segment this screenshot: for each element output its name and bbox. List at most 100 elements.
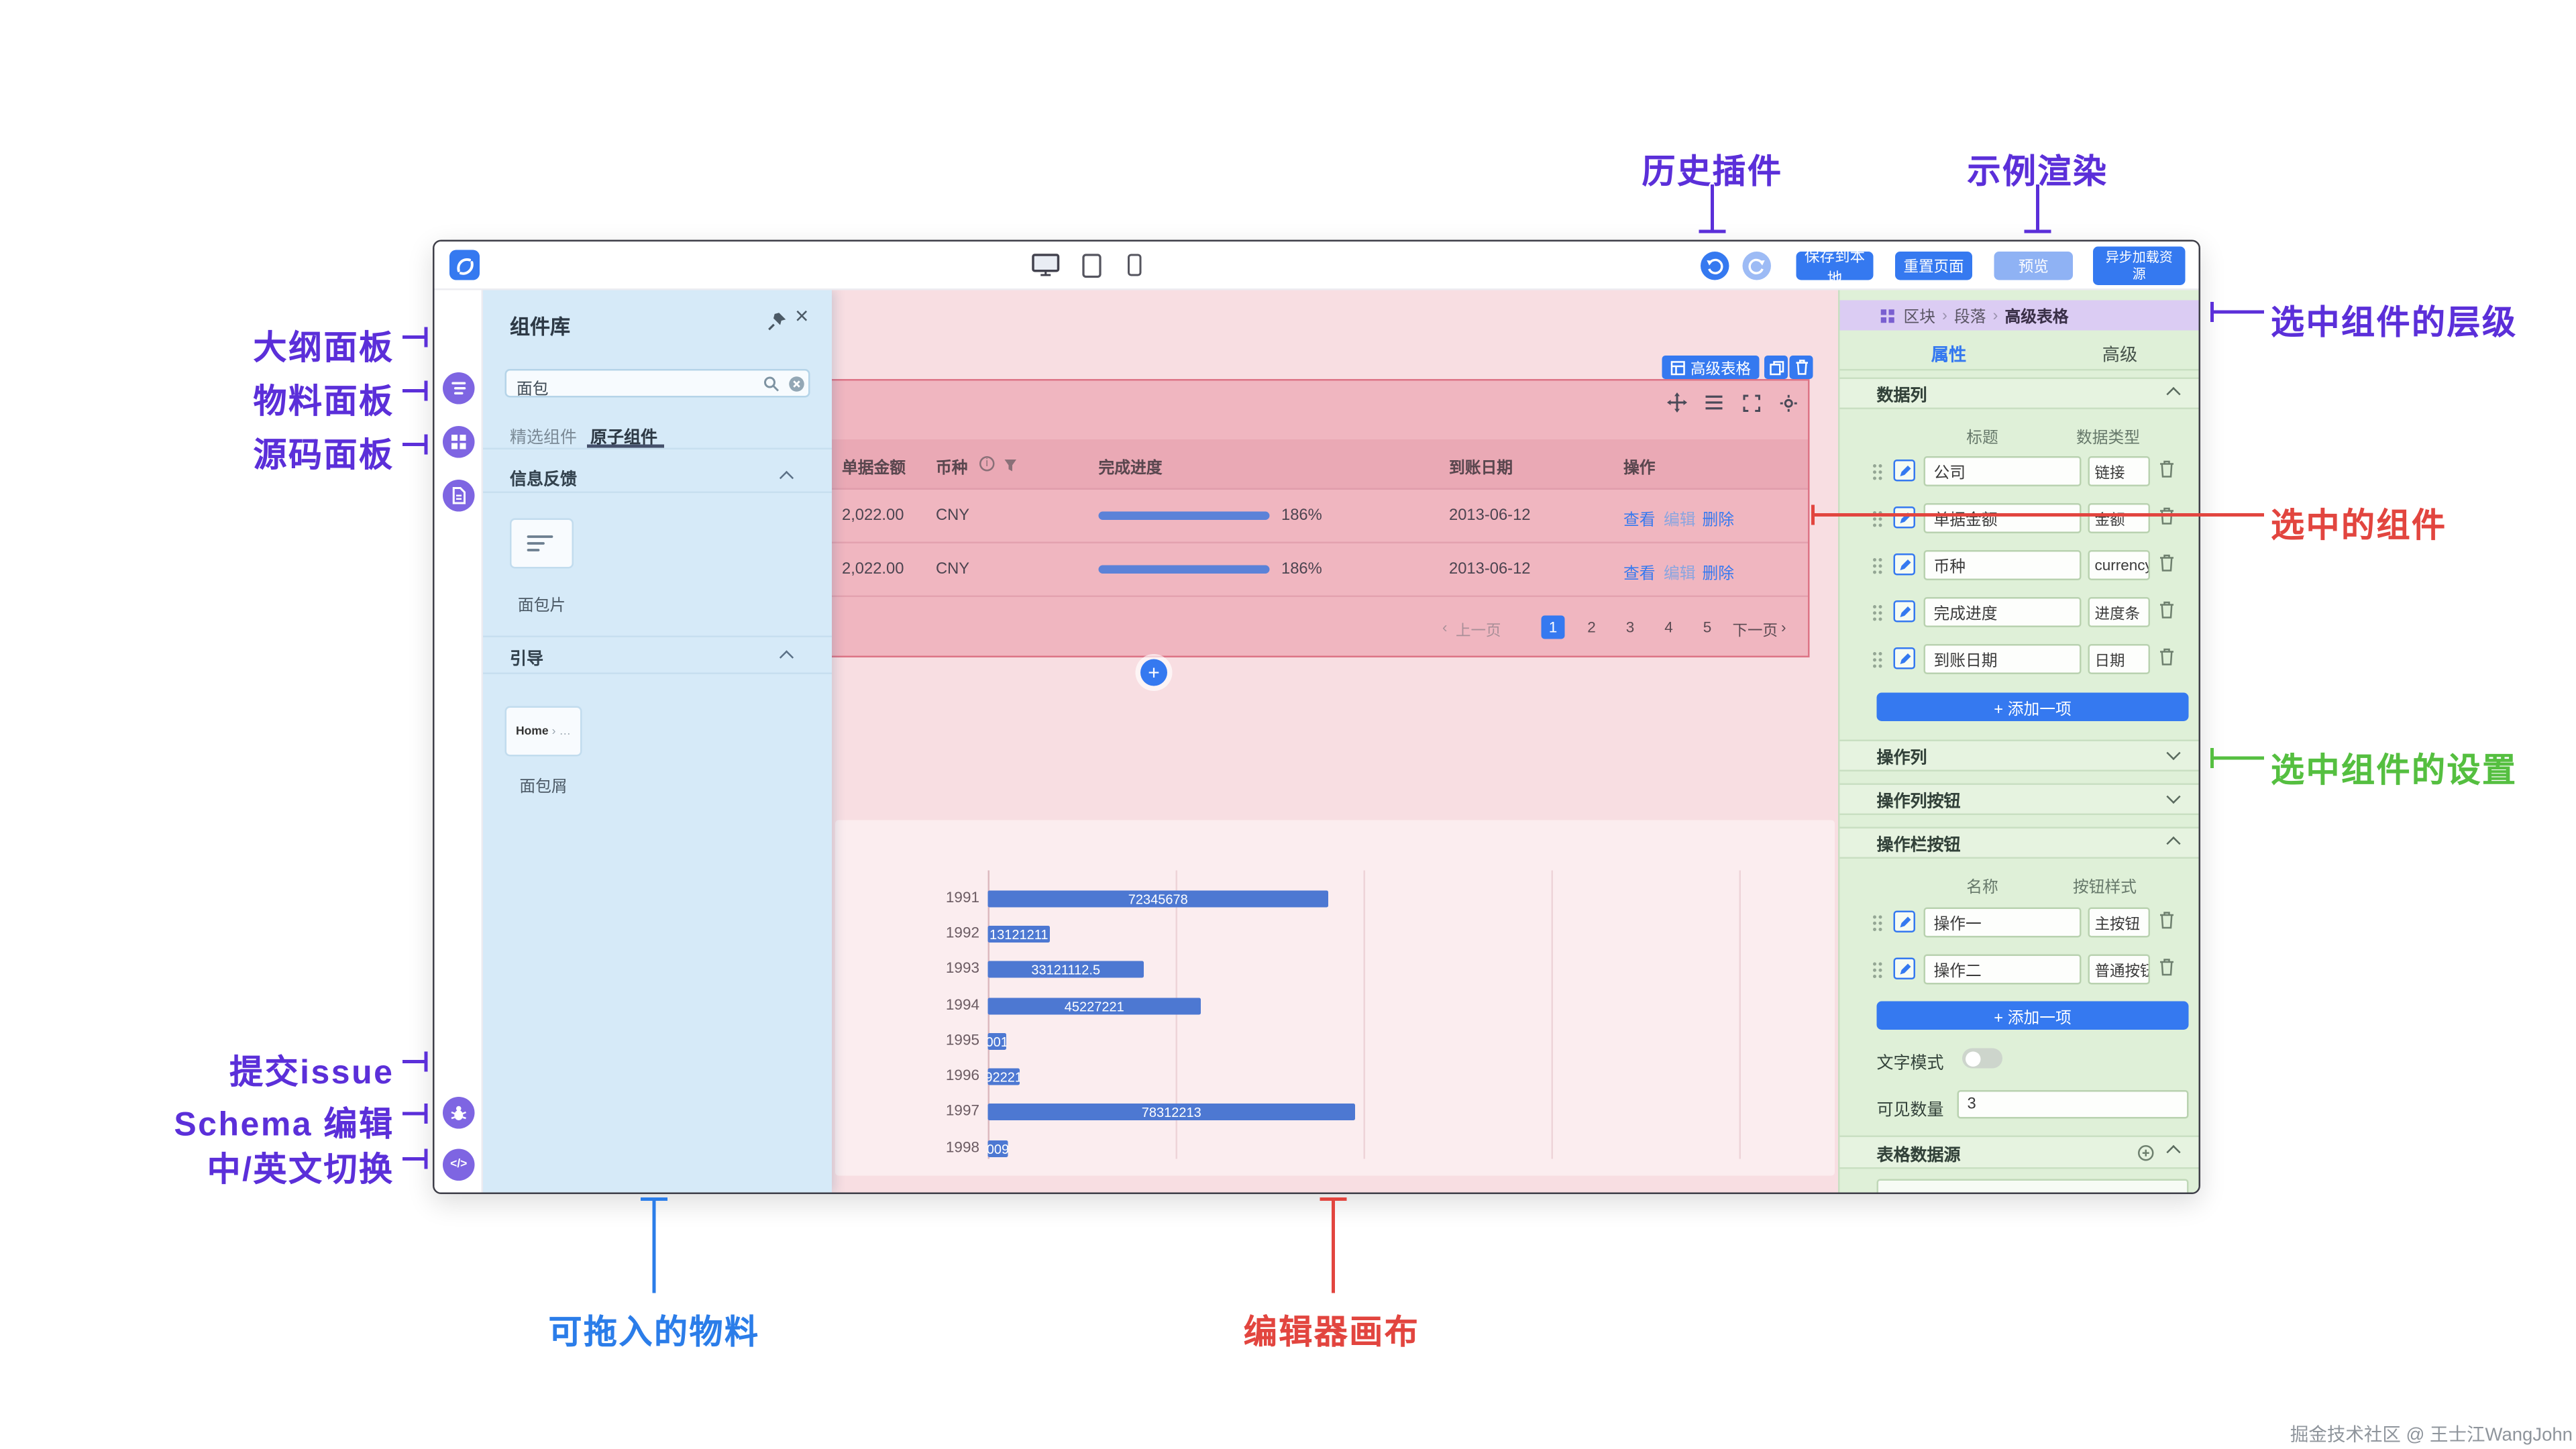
editor-canvas[interactable]: 单据金额 币种 i 完成进度 到账日期 操作 2,022.00 CNY 186% [832, 290, 1838, 1193]
column-type-input[interactable]: 金额 [2088, 503, 2150, 533]
delete-component-button[interactable] [1789, 356, 1813, 379]
trash-icon[interactable] [2159, 553, 2176, 572]
schema-edit-button[interactable]: </> [443, 1148, 475, 1181]
trash-icon[interactable] [2159, 506, 2176, 525]
list-icon[interactable] [1703, 391, 1726, 415]
page-number[interactable]: 1 [1541, 615, 1565, 639]
trash-icon[interactable] [2159, 958, 2176, 977]
page-number[interactable]: 4 [1664, 619, 1673, 636]
column-type-input[interactable]: 日期 [2088, 644, 2150, 674]
edit-icon[interactable] [1893, 460, 1915, 482]
page-number[interactable]: 2 [1587, 619, 1596, 636]
chevron-up-icon[interactable] [779, 470, 794, 486]
redo-button[interactable] [1742, 252, 1771, 280]
clear-icon[interactable] [788, 376, 805, 392]
column-type-input[interactable]: 进度条 [2088, 597, 2150, 627]
chevron-up-icon[interactable] [779, 650, 794, 665]
undo-button[interactable] [1701, 252, 1729, 280]
section-operation-column-buttons[interactable]: 操作列按钮 [1839, 783, 2199, 815]
pagination-prev[interactable]: 上一页 [1456, 622, 1501, 639]
save-button[interactable]: 保存到本地 [1796, 248, 1874, 286]
section-data-columns[interactable]: 数据列 [1839, 377, 2199, 409]
column-title-input[interactable]: 到账日期 [1923, 644, 2082, 674]
tablet-icon[interactable] [1082, 254, 1102, 287]
edit-link[interactable]: 编辑 [1664, 565, 1696, 584]
settings-icon[interactable] [1776, 391, 1800, 415]
edit-icon[interactable] [1893, 647, 1915, 669]
copy-component-button[interactable] [1764, 356, 1788, 379]
column-type-input[interactable]: currency [2088, 550, 2150, 580]
desktop-icon[interactable] [1032, 254, 1061, 286]
next-arrow-icon[interactable]: › [1781, 619, 1786, 636]
preview-button[interactable]: 预览 [1994, 252, 2073, 280]
edit-icon[interactable] [1893, 600, 1915, 623]
tab-featured-components[interactable]: 精选组件 [510, 429, 577, 448]
drag-handle-icon[interactable] [1872, 463, 1884, 482]
filter-icon[interactable] [1003, 458, 1018, 474]
trash-icon[interactable] [2159, 647, 2176, 666]
close-icon[interactable]: × [795, 302, 809, 329]
mobile-icon[interactable] [1127, 254, 1142, 286]
info-icon[interactable]: i [979, 456, 995, 472]
page-number[interactable]: 5 [1703, 619, 1712, 636]
section-title-feedback[interactable]: 信息反馈 [510, 471, 577, 490]
drag-handle-icon[interactable] [1872, 557, 1884, 576]
column-title-input[interactable]: 币种 [1923, 550, 2082, 580]
column-title-input[interactable]: 单据金额 [1923, 503, 2082, 533]
view-link[interactable]: 查看 [1623, 565, 1656, 584]
op-name-input[interactable]: 操作二 [1923, 954, 2082, 985]
trash-icon[interactable] [2159, 600, 2176, 619]
datasource-refresh-icon[interactable] [2137, 1143, 2155, 1162]
hierarchy-item-table[interactable]: 高级表格 [2004, 309, 2069, 327]
delete-link[interactable]: 删除 [1702, 565, 1735, 584]
op-style-input[interactable]: 主按钮 [2088, 907, 2150, 938]
column-title-input[interactable]: 公司 [1923, 456, 2082, 486]
tab-properties[interactable]: 属性 [1931, 345, 1967, 366]
trash-icon[interactable] [2159, 460, 2176, 478]
column-title-input[interactable]: 完成进度 [1923, 597, 2082, 627]
hierarchy-item-block[interactable]: 区块 [1903, 309, 1936, 327]
drag-handle-icon[interactable] [1872, 914, 1884, 933]
edit-icon[interactable] [1893, 553, 1915, 576]
section-operation-bar-buttons[interactable]: 操作栏按钮 [1839, 826, 2199, 859]
drag-handle-icon[interactable] [1872, 961, 1884, 980]
datasource-editor-partial[interactable] [1876, 1179, 2189, 1193]
section-operation-column[interactable]: 操作列 [1839, 739, 2199, 771]
visible-count-input[interactable]: 3 [1957, 1090, 2189, 1119]
hierarchy-item-section[interactable]: 段落 [1953, 309, 1986, 327]
material-panel-button[interactable] [443, 426, 475, 458]
add-op-button-button[interactable]: + 添加一项 [1876, 1001, 2189, 1030]
app-logo[interactable] [449, 250, 480, 280]
component-card-breadcrumb-slice[interactable] [510, 518, 574, 569]
trash-icon[interactable] [2159, 911, 2176, 930]
submit-issue-button[interactable] [443, 1097, 475, 1129]
tab-advanced[interactable]: 高级 [2102, 345, 2138, 366]
reset-button[interactable]: 重置页面 [1895, 252, 1972, 280]
pagination-next[interactable]: 下一页 [1732, 622, 1778, 639]
edit-icon[interactable] [1893, 506, 1915, 529]
pin-icon[interactable] [765, 309, 790, 334]
section-table-datasource[interactable]: 表格数据源 [1839, 1135, 2199, 1169]
edit-icon[interactable] [1893, 957, 1915, 979]
outline-panel-button[interactable] [443, 372, 475, 405]
op-name-input[interactable]: 操作一 [1923, 907, 2082, 938]
section-title-guide[interactable]: 引导 [510, 651, 543, 669]
component-card-breadcrumb[interactable]: Home › … [504, 706, 582, 757]
add-component-button[interactable]: + [1140, 659, 1167, 686]
expand-icon[interactable] [1739, 391, 1763, 415]
prev-arrow-icon[interactable]: ‹ [1442, 619, 1448, 636]
drag-handle-icon[interactable] [1872, 604, 1884, 623]
column-type-input[interactable]: 链接 [2088, 456, 2150, 486]
source-panel-button[interactable] [443, 480, 475, 512]
view-link[interactable]: 查看 [1623, 511, 1656, 531]
delete-link[interactable]: 删除 [1702, 511, 1735, 531]
async-load-button[interactable]: 异步加载资源 [2093, 246, 2186, 285]
add-data-column-button[interactable]: + 添加一项 [1876, 692, 2189, 721]
bar-chart-component[interactable]: 1991 72345678 1992 13121211 1993 3312111… [835, 820, 1835, 1176]
edit-icon[interactable] [1893, 910, 1915, 932]
selected-table-component[interactable]: 单据金额 币种 i 完成进度 到账日期 操作 2,022.00 CNY 186% [832, 379, 1810, 657]
search-input[interactable]: 面包 [504, 369, 810, 399]
drag-handle-icon[interactable] [1872, 651, 1884, 669]
op-style-input[interactable]: 普通按钮 [2088, 954, 2150, 985]
edit-link[interactable]: 编辑 [1664, 511, 1696, 531]
